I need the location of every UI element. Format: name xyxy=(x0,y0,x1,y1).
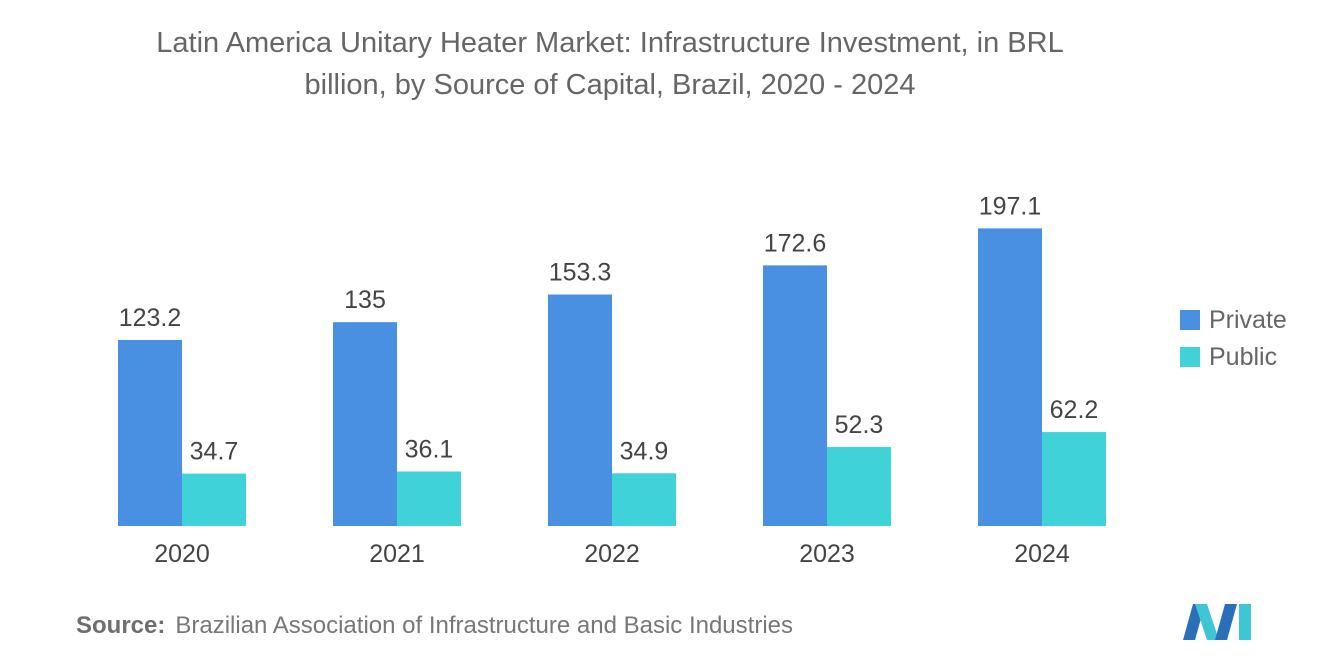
x-tick-label-2020: 2020 xyxy=(154,540,210,568)
chart-title: Latin America Unitary Heater Market: Inf… xyxy=(60,22,1160,106)
bar-private-2020 xyxy=(118,339,182,526)
data-label-private-2023: 172.6 xyxy=(764,229,827,257)
legend-label-public: Public xyxy=(1209,343,1277,371)
legend-swatch-public xyxy=(1180,347,1200,367)
data-label-public-2023: 52.3 xyxy=(835,411,884,439)
data-label-public-2021: 36.1 xyxy=(405,435,454,463)
data-label-private-2020: 123.2 xyxy=(119,304,182,332)
x-tick-label-2024: 2024 xyxy=(1014,540,1070,568)
data-label-public-2024: 62.2 xyxy=(1050,396,1099,424)
source-text: Brazilian Association of Infrastructure … xyxy=(175,612,793,639)
bar-public-2024 xyxy=(1042,432,1106,526)
bar-public-2022 xyxy=(612,473,676,526)
bar-public-2020 xyxy=(182,473,246,526)
brand-logo-icon xyxy=(1183,604,1251,640)
data-label-private-2022: 153.3 xyxy=(549,259,612,287)
chart-title-line-1: Latin America Unitary Heater Market: Inf… xyxy=(156,27,1064,59)
data-label-public-2020: 34.7 xyxy=(190,438,239,466)
bar-private-2024 xyxy=(978,228,1042,526)
x-tick-label-2022: 2022 xyxy=(584,540,640,568)
data-label-private-2024: 197.1 xyxy=(979,192,1042,220)
bar-public-2021 xyxy=(397,471,461,526)
source-note: Source: Brazilian Association of Infrastr… xyxy=(76,612,793,640)
data-label-private-2021: 135 xyxy=(344,286,386,314)
source-label: Source: xyxy=(76,612,166,639)
bar-public-2023 xyxy=(827,447,891,526)
legend-swatch-private xyxy=(1180,310,1200,330)
chart-title-line-2: billion, by Source of Capital, Brazil, 2… xyxy=(304,69,916,101)
bar-chart: 123.2 34.7 2020 135 36.1 2021 153.3 34.9 2022 172… xyxy=(118,192,1287,568)
bar-private-2023 xyxy=(763,265,827,526)
bar-private-2022 xyxy=(548,294,612,526)
data-label-public-2022: 34.9 xyxy=(620,437,669,465)
x-tick-label-2023: 2023 xyxy=(799,540,855,568)
legend-label-private: Private xyxy=(1209,306,1287,334)
bar-private-2021 xyxy=(333,322,397,526)
x-tick-label-2021: 2021 xyxy=(369,540,425,568)
